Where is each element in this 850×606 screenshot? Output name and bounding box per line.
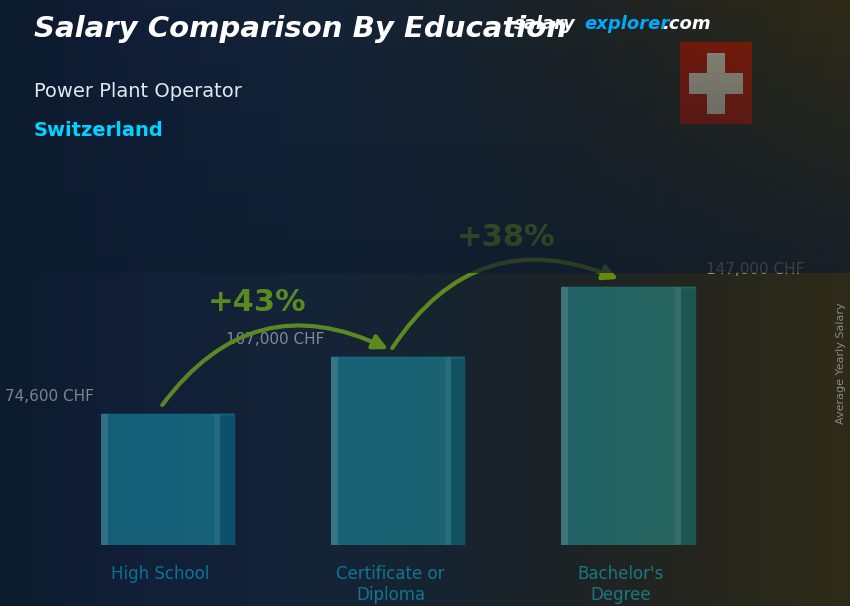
Text: High School: High School bbox=[111, 565, 210, 583]
Text: .com: .com bbox=[662, 15, 711, 33]
Bar bbox=[101, 415, 220, 545]
Polygon shape bbox=[220, 415, 235, 545]
Text: 74,600 CHF: 74,600 CHF bbox=[5, 389, 93, 404]
Text: Salary Comparison By Education: Salary Comparison By Education bbox=[34, 15, 567, 43]
Text: Average Yearly Salary: Average Yearly Salary bbox=[836, 303, 846, 424]
Polygon shape bbox=[681, 287, 694, 545]
Text: Bachelor's
Degree: Bachelor's Degree bbox=[578, 565, 664, 604]
Text: Switzerland: Switzerland bbox=[34, 121, 164, 140]
Text: explorer: explorer bbox=[584, 15, 669, 33]
Bar bbox=[331, 358, 338, 545]
Text: 107,000 CHF: 107,000 CHF bbox=[225, 332, 324, 347]
Polygon shape bbox=[450, 358, 464, 545]
Text: +38%: +38% bbox=[456, 224, 555, 252]
Bar bbox=[214, 415, 220, 545]
Text: salary: salary bbox=[514, 15, 576, 33]
Bar bbox=[331, 358, 451, 545]
Bar bbox=[689, 73, 743, 93]
Text: +43%: +43% bbox=[208, 288, 307, 318]
Bar bbox=[561, 287, 569, 545]
Text: 147,000 CHF: 147,000 CHF bbox=[706, 262, 804, 276]
Bar bbox=[561, 287, 681, 545]
Bar bbox=[675, 287, 681, 545]
Bar bbox=[445, 358, 450, 545]
Bar bbox=[707, 53, 725, 114]
Bar bbox=[101, 415, 108, 545]
Text: Power Plant Operator: Power Plant Operator bbox=[34, 82, 242, 101]
Text: Certificate or
Diploma: Certificate or Diploma bbox=[337, 565, 445, 604]
